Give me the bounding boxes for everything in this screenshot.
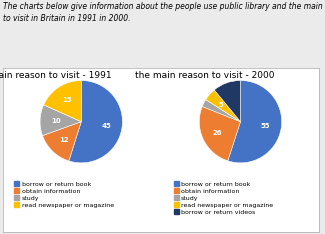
Wedge shape xyxy=(202,100,240,122)
Wedge shape xyxy=(199,106,240,161)
Text: the main reason to visit - 1991: the main reason to visit - 1991 xyxy=(0,71,112,80)
Wedge shape xyxy=(206,90,240,122)
Text: 5: 5 xyxy=(219,102,224,108)
Text: 55: 55 xyxy=(261,123,270,129)
Wedge shape xyxy=(43,122,81,161)
Text: 12: 12 xyxy=(59,137,68,143)
Legend: borrow or return book, obtain information, study, read newspaper or magazine: borrow or return book, obtain informatio… xyxy=(14,181,114,208)
Wedge shape xyxy=(69,80,123,163)
Wedge shape xyxy=(228,80,282,163)
Text: 15: 15 xyxy=(62,97,72,103)
Wedge shape xyxy=(214,80,240,122)
Text: 45: 45 xyxy=(102,123,111,128)
Wedge shape xyxy=(40,105,81,135)
Wedge shape xyxy=(44,80,81,122)
Text: 10: 10 xyxy=(51,118,60,124)
Text: The charts below give information about the people use public library and the ma: The charts below give information about … xyxy=(3,2,325,23)
Text: the main reason to visit - 2000: the main reason to visit - 2000 xyxy=(135,71,275,80)
Legend: borrow or return book, obtain information, study, read newspaper or magazine, bo: borrow or return book, obtain informatio… xyxy=(174,181,273,215)
Text: 26: 26 xyxy=(213,130,222,135)
